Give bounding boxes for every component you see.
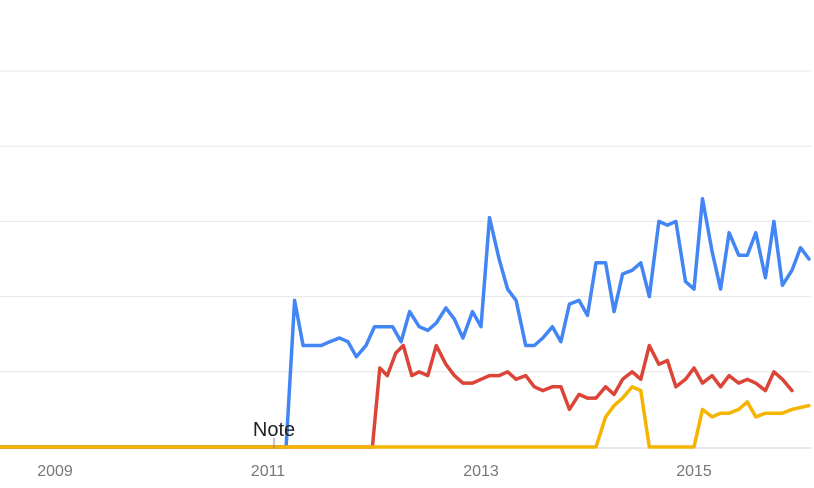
x-tick-label: 2015 <box>676 463 712 480</box>
x-tick-label: 2011 <box>251 463 286 480</box>
series-line-3 <box>0 385 811 449</box>
series-lines <box>0 197 811 449</box>
series-line-2 <box>0 343 794 449</box>
x-tick-label: 2009 <box>37 463 73 480</box>
gridlines <box>0 70 811 373</box>
annotations: Note <box>253 419 295 448</box>
x-axis: 2009 2011 2013 2015 <box>0 447 811 480</box>
note-label[interactable]: Note <box>253 419 295 441</box>
x-tick-label: 2013 <box>463 463 499 480</box>
series-line-1 <box>0 197 811 449</box>
